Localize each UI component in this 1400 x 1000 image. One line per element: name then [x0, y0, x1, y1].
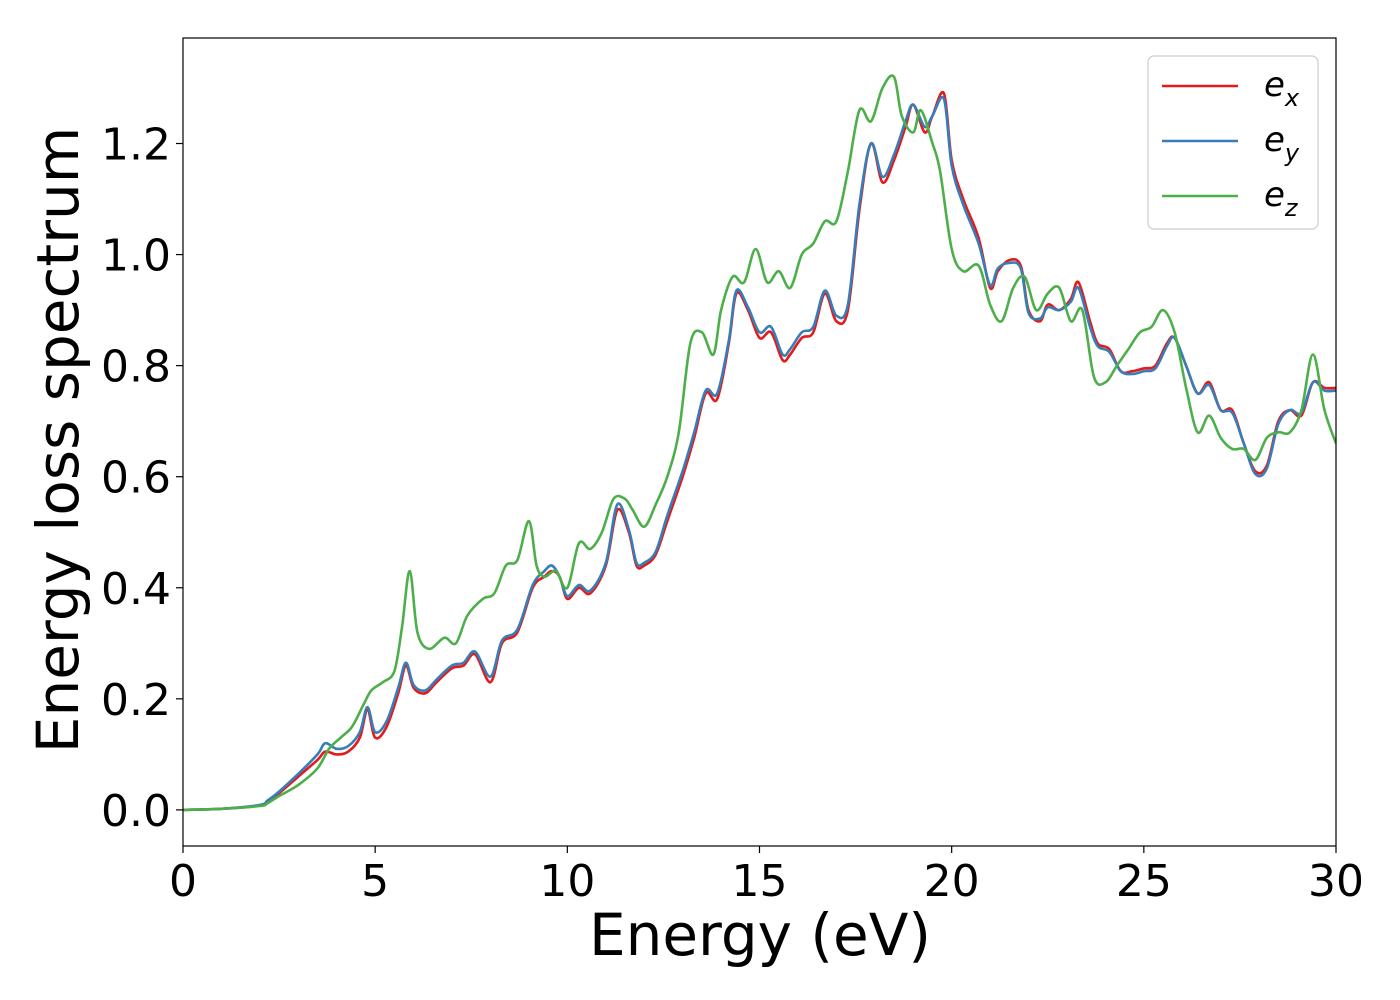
- series-line-y: [183, 95, 1336, 812]
- x-tick-label: 10: [539, 856, 595, 907]
- x-tick-label: 0: [169, 856, 197, 907]
- x-tick-label: 30: [1308, 856, 1364, 907]
- x-tick-label: 25: [1116, 856, 1172, 907]
- y-tick-label: 0.8: [101, 342, 171, 393]
- x-axis-title: Energy (eV): [589, 901, 931, 969]
- y-tick-label: 1.0: [101, 231, 171, 282]
- x-tick-label: 20: [924, 856, 980, 907]
- plot-area: [182, 37, 1337, 847]
- y-axis-ticks: 0.0 0.2 0.4 0.6 0.8 1.0 1.2: [101, 120, 183, 837]
- y-tick-label: 1.2: [101, 120, 171, 171]
- y-tick-label: 0.6: [101, 453, 171, 504]
- y-tick-label: 0.4: [101, 564, 171, 615]
- series-line-x: [183, 90, 1336, 812]
- x-tick-label: 15: [732, 856, 788, 907]
- y-tick-label: 0.2: [101, 675, 171, 726]
- x-axis-ticks: 0 5 10 15 20 25 30: [169, 846, 1364, 907]
- legend-box: [1147, 55, 1319, 230]
- x-tick-label: 5: [361, 856, 389, 907]
- series-line-z: [183, 74, 1336, 812]
- y-axis-title: Energy loss spectrum: [24, 127, 92, 753]
- y-tick-label: 0.0: [101, 786, 171, 837]
